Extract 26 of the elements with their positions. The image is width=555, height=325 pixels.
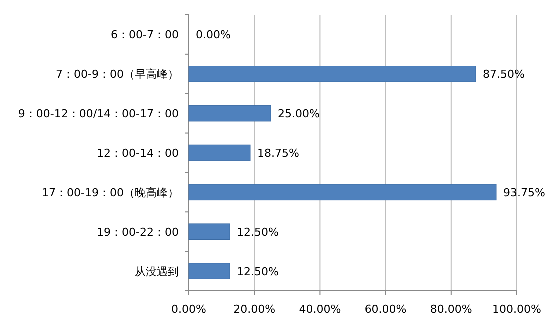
x-tick-label: 100.00% <box>492 303 542 316</box>
y-tick-label: 6：00-7：00 <box>111 28 179 42</box>
data-label: 93.75% <box>504 186 546 200</box>
y-tick-label: 12：00-14：00 <box>97 147 179 160</box>
bar <box>188 263 230 280</box>
data-label: 87.50% <box>483 68 525 82</box>
bar <box>188 66 476 82</box>
x-tick-label: 20.00% <box>234 303 276 316</box>
bar <box>188 144 251 162</box>
bar <box>188 184 497 201</box>
y-tick-label: 17：00-19：00（晚高峰） <box>42 186 179 200</box>
data-label: 12.50% <box>237 226 279 239</box>
data-label: 12.50% <box>237 265 279 278</box>
y-tick-label: 7：00-9：00（早高峰） <box>56 68 179 82</box>
x-tick-label: 40.00% <box>299 303 342 316</box>
data-label: 25.00% <box>278 108 320 121</box>
x-tick-label: 60.00% <box>364 303 407 316</box>
y-tick-label: 19：00-22：00 <box>97 226 179 239</box>
x-tick-label: 80.00% <box>430 303 472 316</box>
bar <box>188 224 230 240</box>
data-label: 0.00% <box>196 28 231 42</box>
x-tick-label: 0.00% <box>172 303 206 316</box>
bar <box>188 105 272 122</box>
y-tick-label: 9：00-12：00/14：00-17：00 <box>18 108 179 121</box>
y-tick-label: 从没遇到 <box>135 265 179 278</box>
data-label: 18.75% <box>258 147 300 160</box>
